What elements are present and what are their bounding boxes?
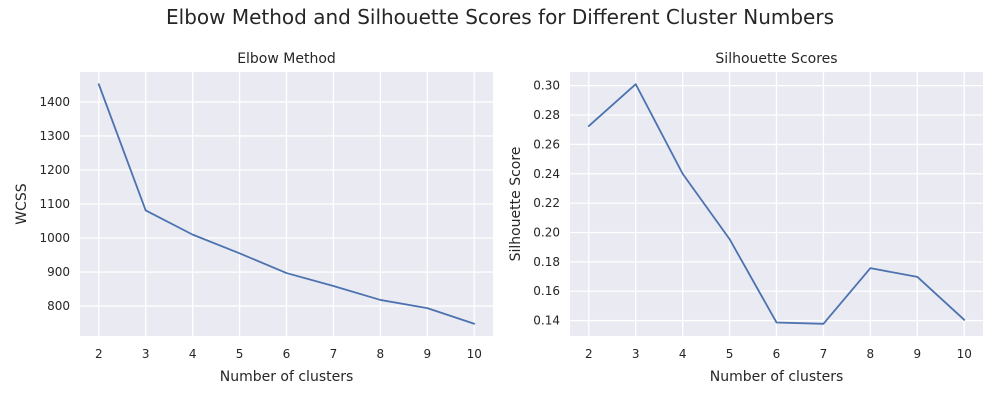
elbow-x-tick-label: 6 [283,347,291,361]
silhouette-x-tick-label: 6 [773,347,781,361]
silhouette-y-tick-label: 0.26 [533,137,560,151]
elbow-x-tick-label: 7 [330,347,338,361]
elbow-y-tick-label: 800 [47,299,70,313]
elbow-y-axis-label: WCSS [14,183,30,225]
silhouette-y-tick-label: 0.22 [533,196,560,210]
elbow-x-tick-label: 9 [423,347,431,361]
silhouette-x-tick-label: 2 [585,347,593,361]
elbow-y-tick-label: 1200 [39,163,70,177]
silhouette-x-tick-label: 10 [957,347,972,361]
silhouette-y-tick-label: 0.14 [533,314,560,328]
silhouette-chart: 2 3 4 5 6 7 8 9 10 0.14 0.16 0.18 0.20 0.22 0.24 0.26 0.… [508,51,983,385]
elbow-title: Elbow Method [237,51,336,67]
silhouette-y-tick-label: 0.18 [533,255,560,269]
elbow-x-tick-label: 8 [377,347,385,361]
elbow-chart: 2 3 4 5 6 7 8 9 10 800 900 1000 1100 1200 1300 1400 Elbo… [14,51,493,385]
silhouette-y-tick-label: 0.20 [533,225,560,239]
elbow-x-tick-label: 5 [236,347,244,361]
silhouette-y-axis-label: Silhouette Score [508,147,524,262]
silhouette-x-tick-label: 8 [867,347,875,361]
silhouette-x-tick-label: 7 [820,347,828,361]
elbow-x-tick-label: 2 [95,347,103,361]
silhouette-series-line [587,83,966,325]
silhouette-y-tick-label: 0.28 [533,108,560,122]
silhouette-title: Silhouette Scores [715,51,837,67]
figure-title: Elbow Method and Silhouette Scores for D… [166,5,834,29]
silhouette-y-tick-label: 0.30 [533,79,560,93]
silhouette-x-axis-label: Number of clusters [710,369,844,385]
silhouette-y-tick-label: 0.16 [533,284,560,298]
elbow-x-tick-label: 4 [189,347,197,361]
elbow-x-tick-label: 3 [142,347,150,361]
silhouette-x-tick-label: 9 [913,347,921,361]
silhouette-y-tick-label: 0.24 [533,167,560,181]
elbow-y-tick-label: 1000 [39,231,70,245]
elbow-series-line [97,83,476,325]
elbow-y-tick-label: 1100 [39,197,70,211]
elbow-y-tick-label: 900 [47,265,70,279]
elbow-x-tick-label: 10 [467,347,482,361]
elbow-y-tick-label: 1400 [39,95,70,109]
elbow-x-axis-label: Number of clusters [220,369,354,385]
silhouette-x-tick-label: 3 [632,347,640,361]
silhouette-x-tick-label: 5 [726,347,734,361]
silhouette-x-tick-label: 4 [679,347,687,361]
elbow-y-tick-label: 1300 [39,129,70,143]
